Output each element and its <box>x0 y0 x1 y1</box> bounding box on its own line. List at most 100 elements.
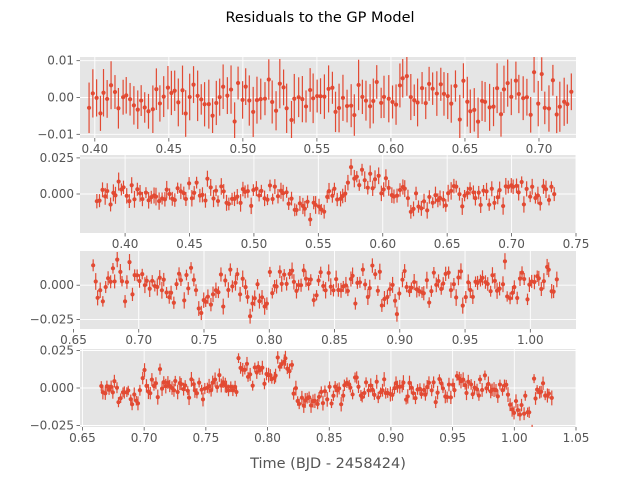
data-point <box>173 378 178 384</box>
data-point <box>289 268 295 273</box>
data-point <box>243 284 248 290</box>
x-tick-label: 0.65 <box>60 333 87 347</box>
data-point <box>362 178 367 183</box>
data-point <box>132 197 137 202</box>
data-point <box>386 185 391 190</box>
data-point <box>143 190 149 195</box>
data-point <box>218 272 224 277</box>
data-point <box>439 286 444 292</box>
data-point <box>424 278 429 283</box>
data-point <box>539 71 544 77</box>
data-point <box>519 270 525 275</box>
data-point <box>176 100 181 105</box>
data-point <box>476 190 481 195</box>
data-point <box>103 194 108 199</box>
data-point <box>127 260 132 265</box>
data-point <box>404 284 409 290</box>
data-point <box>224 384 229 389</box>
x-tick-label: 0.50 <box>230 142 257 156</box>
data-point <box>149 377 154 382</box>
data-point <box>462 193 467 198</box>
data-point <box>454 295 459 300</box>
data-point <box>511 410 517 416</box>
data-point <box>265 197 270 202</box>
data-point <box>465 99 470 104</box>
data-point <box>522 276 527 282</box>
data-point <box>187 181 192 186</box>
data-point <box>531 376 537 381</box>
data-point <box>194 180 199 185</box>
data-point <box>371 98 376 104</box>
data-point <box>279 361 284 367</box>
data-point <box>267 183 273 188</box>
data-point <box>482 373 488 378</box>
y-tick-label: 0.00 <box>47 91 74 105</box>
data-point <box>449 101 454 106</box>
data-point <box>284 106 289 111</box>
x-tick-label: 0.75 <box>563 237 590 251</box>
data-point <box>159 288 165 293</box>
data-point <box>461 377 466 382</box>
data-point <box>326 86 331 92</box>
data-point <box>139 98 144 103</box>
data-point <box>502 259 508 264</box>
data-point <box>551 289 556 294</box>
data-point <box>492 278 497 283</box>
data-point <box>412 98 417 103</box>
data-point <box>94 95 99 101</box>
data-point <box>565 102 570 107</box>
x-tick-label: 0.70 <box>526 142 553 156</box>
data-point <box>513 398 519 404</box>
data-point <box>382 377 387 382</box>
data-point <box>562 99 567 104</box>
data-point <box>484 386 489 391</box>
data-point <box>281 190 286 196</box>
data-point <box>175 389 180 395</box>
data-point <box>277 81 282 86</box>
data-point <box>300 97 305 102</box>
data-point <box>466 280 471 285</box>
data-point <box>252 365 257 370</box>
data-point <box>394 193 400 198</box>
data-point <box>242 367 247 372</box>
data-point <box>322 389 328 394</box>
data-point <box>354 375 359 380</box>
data-point <box>402 186 407 191</box>
data-point <box>113 193 118 198</box>
data-point <box>257 298 262 304</box>
data-point <box>164 290 169 295</box>
data-point <box>250 383 255 388</box>
data-point <box>524 186 529 191</box>
data-point <box>425 208 430 213</box>
data-point <box>188 265 194 270</box>
data-point <box>441 91 447 97</box>
data-point <box>446 270 451 275</box>
y-tick-label: 0.000 <box>40 187 74 201</box>
data-point <box>194 391 200 396</box>
data-point <box>381 187 386 192</box>
data-point <box>172 88 177 93</box>
data-point <box>516 91 521 97</box>
data-point <box>270 290 275 296</box>
data-point <box>390 282 395 288</box>
data-point <box>221 84 226 89</box>
data-point <box>557 104 562 109</box>
data-point <box>137 191 143 196</box>
data-point <box>511 184 516 189</box>
data-point <box>497 188 502 193</box>
data-point <box>199 97 204 102</box>
data-point <box>360 395 365 400</box>
data-point <box>449 188 454 194</box>
x-tick-label: 0.80 <box>256 333 283 347</box>
data-point <box>463 294 468 300</box>
data-point <box>157 199 162 204</box>
data-point <box>215 198 221 204</box>
data-point <box>316 278 321 283</box>
data-point <box>153 194 159 199</box>
panel-2: 0.40 0.45 0.50 0.55 0.60 0.65 0.70 0.75 0.000 0.0… <box>40 151 590 251</box>
panel-2-data <box>94 158 557 226</box>
data-point <box>491 104 496 109</box>
data-point <box>279 281 284 286</box>
data-point <box>533 396 538 401</box>
